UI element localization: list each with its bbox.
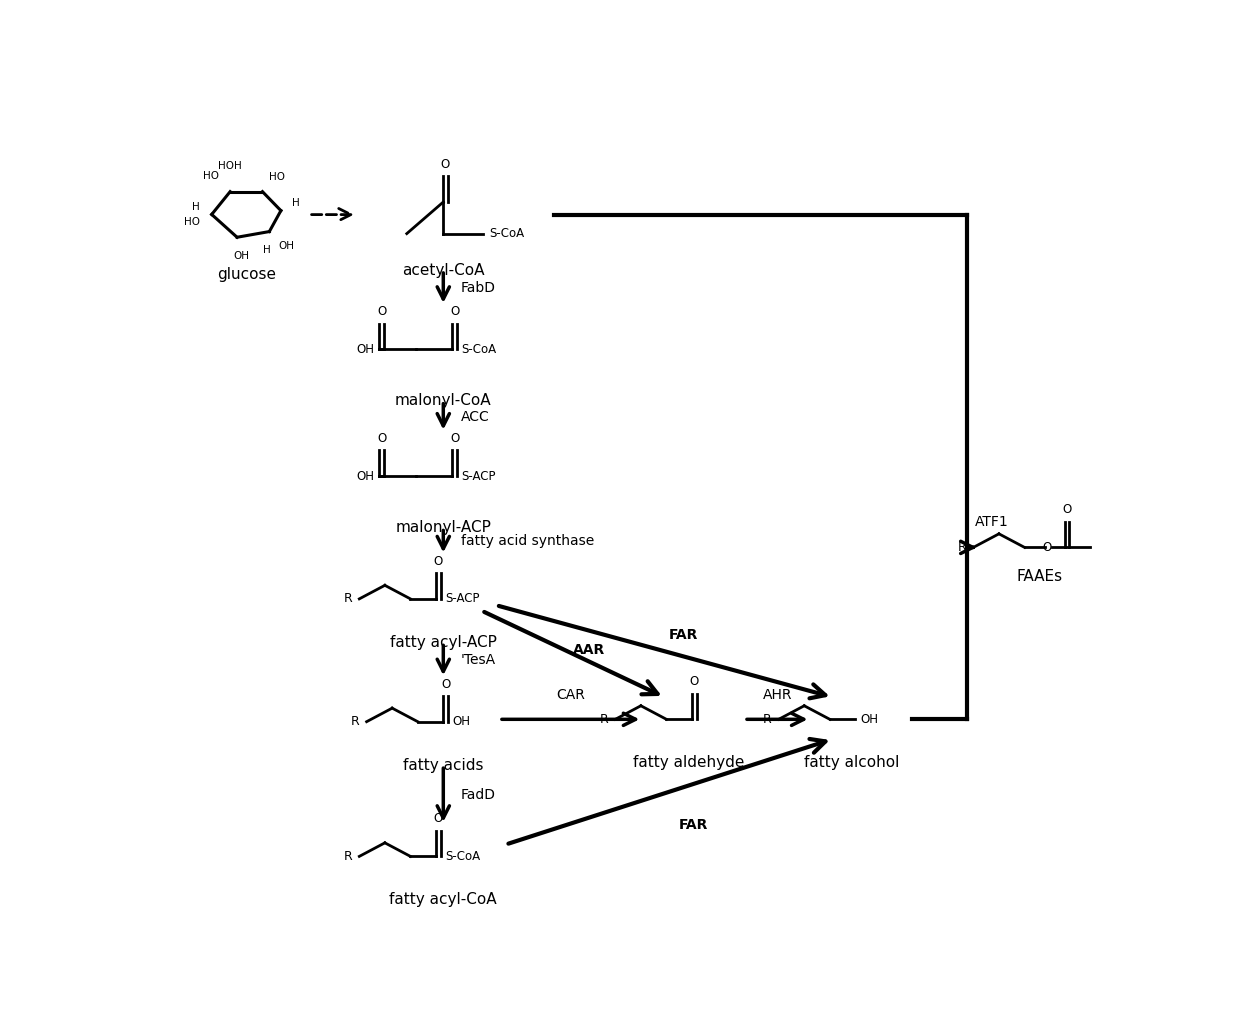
- Text: fatty acid synthase: fatty acid synthase: [460, 534, 594, 548]
- Text: O: O: [434, 812, 443, 825]
- Text: H: H: [192, 202, 200, 212]
- Text: H: H: [293, 198, 300, 208]
- Text: HO: HO: [185, 217, 200, 227]
- Text: S-ACP: S-ACP: [461, 469, 496, 483]
- Text: AHR: AHR: [763, 687, 792, 702]
- Text: H: H: [263, 245, 270, 255]
- Text: O: O: [1063, 503, 1071, 517]
- Text: fatty acyl-ACP: fatty acyl-ACP: [389, 635, 497, 650]
- Text: O: O: [377, 432, 387, 446]
- Text: O: O: [450, 306, 460, 318]
- Text: FAR: FAR: [670, 628, 698, 641]
- Text: FabD: FabD: [460, 281, 496, 295]
- Text: 'TesA: 'TesA: [460, 653, 496, 667]
- Text: ACC: ACC: [460, 410, 490, 424]
- Text: S-CoA: S-CoA: [445, 850, 480, 863]
- Text: ATF1: ATF1: [975, 516, 1008, 529]
- Text: O: O: [441, 158, 450, 171]
- Text: O: O: [377, 306, 387, 318]
- Text: S-CoA: S-CoA: [461, 343, 497, 356]
- Text: malonyl-ACP: malonyl-ACP: [396, 520, 491, 535]
- Text: OH: OH: [356, 343, 374, 356]
- Text: HO: HO: [269, 172, 285, 182]
- Text: O: O: [450, 432, 460, 446]
- Text: OH: OH: [233, 251, 249, 260]
- Text: CAR: CAR: [557, 687, 585, 702]
- Text: OH: OH: [356, 469, 374, 483]
- Text: O: O: [1042, 541, 1052, 554]
- Text: R: R: [343, 593, 352, 605]
- Text: R: R: [343, 850, 352, 863]
- Text: OH: OH: [453, 715, 470, 729]
- Text: O: O: [441, 678, 450, 690]
- Text: O: O: [434, 555, 443, 568]
- Text: FAR: FAR: [678, 818, 708, 831]
- Text: AAR: AAR: [573, 643, 605, 658]
- Text: HO: HO: [202, 172, 218, 181]
- Text: malonyl-CoA: malonyl-CoA: [396, 393, 491, 409]
- Text: OH: OH: [861, 713, 879, 725]
- Text: R: R: [599, 713, 608, 725]
- Text: S-CoA: S-CoA: [489, 227, 525, 240]
- Text: fatty acyl-CoA: fatty acyl-CoA: [389, 892, 497, 908]
- Text: FadD: FadD: [460, 788, 496, 802]
- Text: glucose: glucose: [217, 267, 275, 282]
- Text: fatty acids: fatty acids: [403, 757, 484, 773]
- Text: acetyl-CoA: acetyl-CoA: [402, 262, 485, 278]
- Text: S-ACP: S-ACP: [445, 593, 480, 605]
- Text: O: O: [689, 675, 699, 688]
- Text: R: R: [763, 713, 771, 725]
- Text: FAAEs: FAAEs: [1016, 569, 1063, 584]
- Text: OH: OH: [279, 241, 295, 251]
- Text: HOH: HOH: [218, 161, 242, 171]
- Text: fatty alcohol: fatty alcohol: [804, 755, 899, 771]
- Text: R: R: [351, 715, 360, 729]
- Text: R: R: [957, 541, 966, 554]
- Text: fatty aldehyde: fatty aldehyde: [632, 755, 744, 771]
